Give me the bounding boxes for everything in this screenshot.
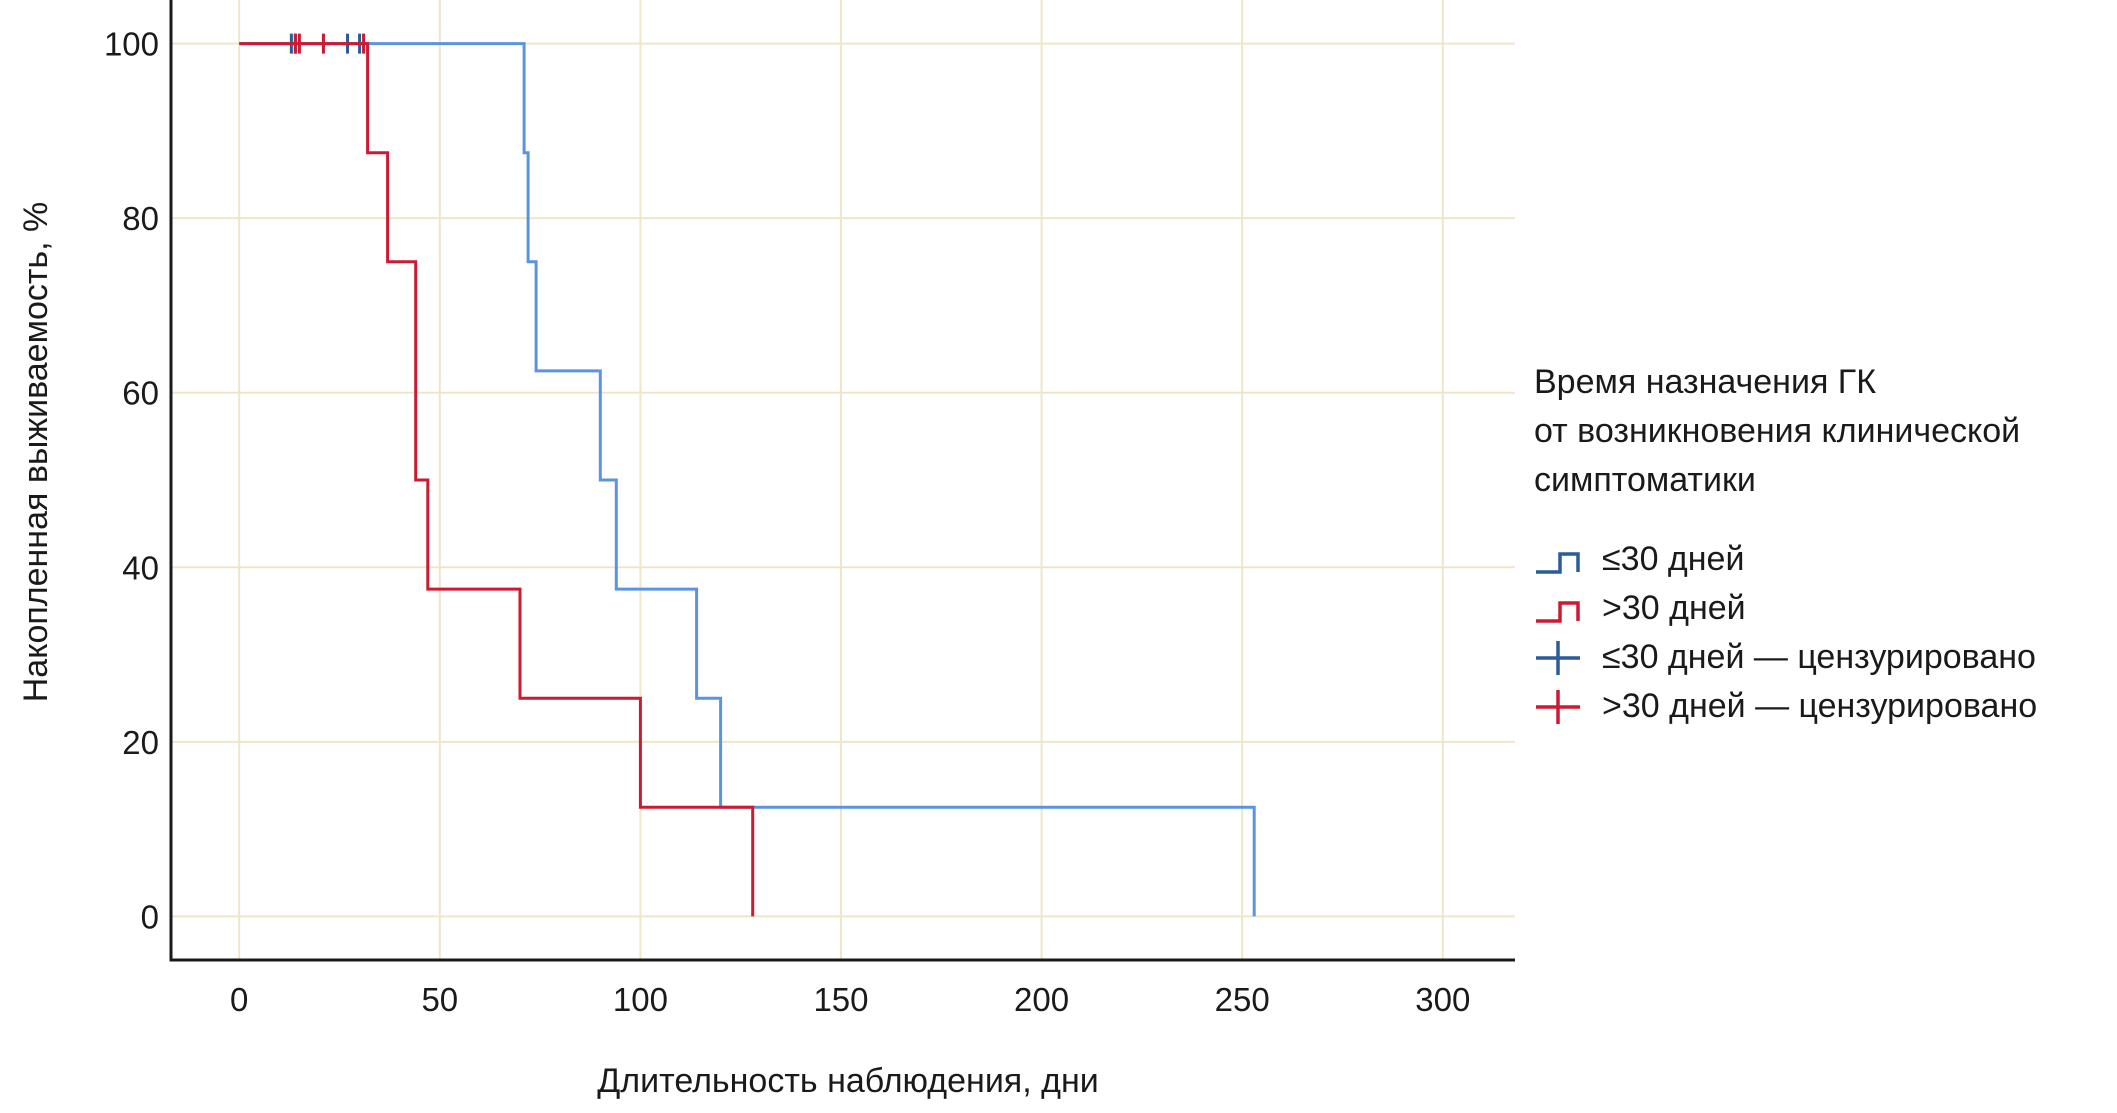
legend-cross-icon: [1536, 640, 1580, 675]
legend-cross-icon: [1536, 689, 1580, 724]
y-axis-title: Накопленная выживаемость, %: [17, 202, 55, 703]
legend-title: Время назначения ГК от возникновения кли…: [1534, 358, 2114, 505]
legend-label: ≤30 дней — цензурировано: [1602, 638, 2036, 676]
y-tick-label: 0: [141, 898, 159, 935]
grid: [171, 0, 1515, 960]
legend: Время назначения ГК от возникновения кли…: [1534, 358, 2114, 731]
legend-item-gt30-censored: >30 дней — цензурировано: [1534, 682, 2114, 731]
legend-label: ≤30 дней: [1602, 540, 1745, 578]
y-tick-label: 60: [122, 375, 159, 412]
legend-item-le30: ≤30 дней: [1534, 535, 2114, 584]
x-tick-label: 0: [230, 981, 248, 1018]
x-tick-label: 200: [1014, 981, 1069, 1018]
legend-item-gt30: >30 дней: [1534, 584, 2114, 633]
survival-curve-le30: [239, 42, 1256, 917]
legend-title-line: Время назначения ГК: [1534, 363, 1877, 401]
series-layer: [239, 33, 1256, 917]
legend-title-line: симптоматики: [1534, 461, 1756, 499]
x-tick-label: 150: [813, 981, 868, 1018]
y-tick-label: 100: [104, 26, 159, 63]
survival-curve-gt30: [239, 42, 755, 917]
y-tick-label: 20: [122, 724, 159, 761]
x-axis-title: Длительность наблюдения, дни: [597, 1062, 1098, 1100]
legend-label: >30 дней — цензурировано: [1602, 687, 2038, 725]
legend-step-icon: [1536, 600, 1580, 623]
x-tick-label: 250: [1215, 981, 1270, 1018]
x-tick-label: 100: [613, 981, 668, 1018]
legend-item-le30-censored: ≤30 дней — цензурировано: [1534, 633, 2114, 682]
legend-title-line: от возникновения клинической: [1534, 412, 2021, 450]
x-tick-label: 300: [1415, 981, 1470, 1018]
y-tick-label: 40: [122, 549, 159, 586]
legend-step-icon: [1536, 551, 1580, 574]
legend-label: >30 дней: [1602, 589, 1746, 627]
legend-items: ≤30 дней >30 дней ≤30 дней — цензурирова…: [1534, 535, 2114, 731]
axes: 0 50 100 150 200 250 300 0 20 40 60 80 100: [104, 0, 1515, 1018]
x-tick-label: 50: [421, 981, 458, 1018]
y-tick-label: 80: [122, 200, 159, 237]
